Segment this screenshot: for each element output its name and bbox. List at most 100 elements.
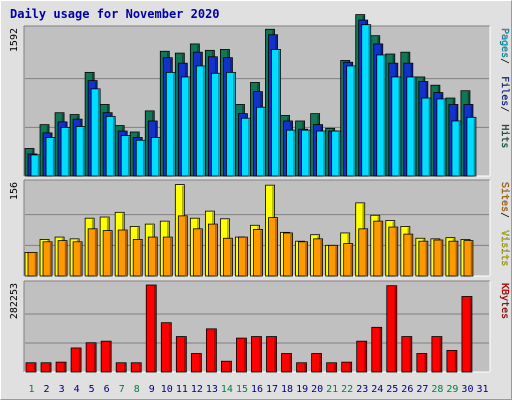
x-tick-label: 28 xyxy=(431,384,443,395)
kbytes-panel-bar-kbytes xyxy=(446,350,458,373)
kbytes-panel-bar-kbytes xyxy=(296,362,307,373)
visitors-panel-bar-sites xyxy=(313,238,324,277)
visitors-panel-bar-sites xyxy=(373,220,384,277)
requests-panel-bar-pages xyxy=(466,116,477,177)
requests-panel-bar-pages xyxy=(120,135,131,177)
requests-panel-bar-pages xyxy=(135,139,146,177)
x-tick-label: 3 xyxy=(59,384,65,395)
requests-panel-bar-pages xyxy=(361,24,372,177)
requests-panel-bar-pages xyxy=(436,98,447,177)
kbytes-panel-bar-kbytes xyxy=(175,336,187,373)
requests-panel-bar-pages xyxy=(451,120,462,177)
visitors-panel-bar-sites xyxy=(27,252,38,277)
visitors-panel-bar-sites xyxy=(117,229,128,277)
kbytes-panel-bar-kbytes xyxy=(70,347,82,373)
x-tick-label: 21 xyxy=(326,384,338,395)
x-tick-label: 23 xyxy=(356,384,368,395)
x-tick-label: 10 xyxy=(161,384,173,395)
requests-panel-bar-pages xyxy=(421,97,432,177)
x-tick-label: 26 xyxy=(401,384,413,395)
x-tick-label: 29 xyxy=(446,384,458,395)
requests-panel-bar-pages xyxy=(331,130,342,177)
requests-panel-bar-pages xyxy=(256,106,266,177)
visitors-panel-bar-sites xyxy=(162,236,173,277)
x-tick-label: 7 xyxy=(119,384,125,395)
legend-sites: Sites xyxy=(499,182,510,212)
requests-panel-bar-pages xyxy=(391,76,402,177)
requests-panel-bar-pages xyxy=(90,88,101,177)
requests-panel-bar-pages xyxy=(165,71,176,177)
x-tick-label: 2 xyxy=(44,384,50,395)
visitors-panel-bar-sites xyxy=(253,229,263,277)
x-tick-label: 11 xyxy=(176,384,188,395)
legend-visits: Visits xyxy=(499,230,510,266)
requests-panel-bar-pages xyxy=(60,126,71,177)
requests-panel-bar-pages xyxy=(210,72,221,177)
visitors-panel-bar-sites xyxy=(147,236,158,277)
requests-panel-bar-pages xyxy=(30,154,41,177)
visitors-panel-bar-sites xyxy=(343,243,354,277)
kbytes-panel-bar-kbytes xyxy=(236,337,247,373)
visitors-panel-bar-sites xyxy=(283,232,293,277)
x-tick-label: 20 xyxy=(311,384,323,395)
legend-kbytes: KBytes xyxy=(499,283,510,319)
kbytes-panel-bar-kbytes xyxy=(386,285,398,373)
visitors-panel-bar-sites xyxy=(328,244,339,277)
visitors-panel-bar-sites xyxy=(177,215,188,277)
visitors-panel-bar-sites xyxy=(358,228,369,277)
kbytes-panel-bar-kbytes xyxy=(251,336,262,373)
requests-panel-bar-pages xyxy=(316,130,327,177)
x-tick-label: 16 xyxy=(251,384,263,395)
x-tick-label: 19 xyxy=(296,384,308,395)
kbytes-panel-bar-kbytes xyxy=(205,328,217,373)
kbytes-panel-bar-kbytes xyxy=(431,336,443,373)
visitors-panel-bar-sites xyxy=(87,228,98,277)
requests-panel-bar-pages xyxy=(180,76,191,177)
kbytes-panel-bar-kbytes xyxy=(100,340,112,373)
kbytes-panel-bar-kbytes xyxy=(371,326,383,373)
kbytes-panel-bar-kbytes xyxy=(326,362,338,373)
kbytes-panel-bar-kbytes xyxy=(130,362,142,373)
visitors-panel-bar-sites xyxy=(403,233,414,277)
kbytes-panel-bar-kbytes xyxy=(85,342,97,373)
kbytes-panel-bar-kbytes xyxy=(190,353,202,373)
x-tick-label: 27 xyxy=(416,384,428,395)
kbytes-panel-bar-kbytes xyxy=(341,361,353,373)
requests-panel-bar-pages xyxy=(376,54,387,177)
visitors-panel-bar-sites xyxy=(268,217,278,277)
kbytes-panel-bar-kbytes xyxy=(401,336,413,373)
x-tick-label: 5 xyxy=(89,384,95,395)
x-tick-label: 17 xyxy=(266,384,278,395)
visitors-panel-bar-sites xyxy=(238,236,248,277)
requests-panel-bar-pages xyxy=(150,137,161,177)
kbytes-panel-bar-kbytes xyxy=(266,336,277,373)
requests-panel-bar-pages xyxy=(271,49,281,177)
visitors-panel-bar-sites xyxy=(448,240,459,277)
kbytes-panel-bar-kbytes xyxy=(416,353,428,373)
requests-panel-bar-pages xyxy=(105,115,116,177)
visitors-panel-bar-sites xyxy=(192,228,203,277)
legend-hits: Hits xyxy=(499,124,510,148)
kbytes-panel-bar-kbytes xyxy=(281,353,292,373)
x-tick-label: 4 xyxy=(74,384,80,395)
kbytes-panel-bar-kbytes xyxy=(311,353,323,373)
visitors-panel-bar-sites xyxy=(132,239,143,277)
x-tick-label: 31 xyxy=(476,384,488,395)
kbytes-panel-bar-kbytes xyxy=(461,296,473,373)
visitors-panel-bar-sites xyxy=(72,241,83,277)
x-tick-label: 18 xyxy=(281,384,293,395)
x-tick-label: 15 xyxy=(236,384,248,395)
requests-panel-bar-pages xyxy=(195,65,206,177)
legend-separator: / xyxy=(499,58,510,64)
kbytes-panel-bar-kbytes xyxy=(25,362,37,373)
x-tick-label: 24 xyxy=(371,384,383,395)
x-tick-label: 9 xyxy=(149,384,155,395)
visitors-panel-bar-sites xyxy=(207,223,218,277)
x-tick-label: 22 xyxy=(341,384,353,395)
requests-panel-bar-pages xyxy=(241,117,251,177)
kbytes-panel-ymax-label: 282253 xyxy=(9,283,20,319)
kbytes-panel-bar-kbytes xyxy=(145,284,157,373)
requests-panel-bar-pages xyxy=(286,129,296,177)
requests-panel-ymax-label: 1592 xyxy=(9,28,20,52)
